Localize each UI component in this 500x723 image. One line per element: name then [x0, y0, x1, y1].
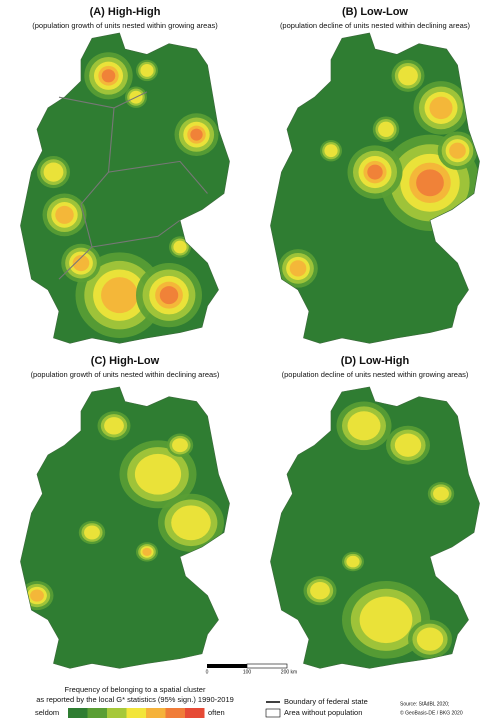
cluster-blob [84, 525, 100, 540]
cluster-blob [142, 547, 152, 556]
legend-swatch [68, 708, 88, 718]
legend-ramp [68, 708, 205, 718]
panel-title: (A) High-High [90, 6, 161, 18]
scale-label: 100 [243, 669, 252, 675]
panel-subtitle: (population growth of units nested withi… [32, 21, 218, 30]
cluster-blob [159, 286, 179, 305]
panel-subtitle: (population decline of units nested with… [280, 21, 471, 30]
legend-swatch [185, 708, 205, 718]
cluster-blob [367, 164, 383, 180]
cluster-blob [347, 411, 381, 441]
cluster-blob [416, 627, 444, 651]
cluster-blob [416, 169, 444, 197]
panel-title: (B) Low-Low [342, 6, 408, 18]
no-population-symbol [265, 708, 281, 718]
panel-subtitle: (population decline of units nested with… [282, 370, 469, 379]
cluster-blob [171, 505, 211, 541]
cluster-blob [190, 128, 203, 141]
cluster-blob [43, 162, 64, 182]
cluster-blob [394, 433, 422, 457]
panel-title: (C) High-Low [91, 355, 160, 367]
legend-swatch [146, 708, 166, 718]
cluster-blob [429, 96, 453, 120]
country-outline [20, 32, 230, 344]
cluster-blob [104, 417, 124, 435]
legend-boundary: Boundary of federal state [284, 697, 368, 706]
legend-swatch [87, 708, 107, 718]
cluster-blob [140, 64, 154, 77]
cluster-blob [173, 240, 187, 254]
country-outline [270, 32, 480, 344]
legend-title: as reported by the local G* statistics (… [36, 695, 234, 704]
scale-label: 200 km [281, 669, 297, 675]
cluster-blob [101, 277, 138, 314]
cluster-blob [72, 254, 90, 272]
cluster-areas [303, 401, 455, 659]
cluster-blob [346, 555, 360, 568]
country-outline [20, 386, 230, 669]
map [270, 386, 480, 669]
legend-title: Frequency of belonging to a spatial clus… [65, 685, 206, 694]
scale-bar: 0 100 200 km [206, 663, 297, 675]
cluster-blob [134, 453, 182, 495]
cluster-blob [55, 205, 74, 224]
legend-high: often [208, 708, 225, 717]
cluster-areas [278, 59, 480, 288]
source: © GeoBasis-DE / BKG 2020 [400, 709, 463, 716]
cluster-blob [359, 596, 413, 644]
source: Source: StÄdBL 2020; [400, 700, 449, 707]
panel-subtitle: (population growth of units nested withi… [31, 370, 220, 379]
cluster-blob [310, 581, 330, 600]
state-boundary [58, 91, 208, 280]
cluster-blob [101, 69, 116, 83]
cluster-blob [30, 589, 44, 602]
cluster-blob [398, 66, 418, 86]
cluster-blob [289, 260, 307, 277]
map [20, 32, 230, 344]
cluster-blob [324, 144, 338, 158]
cluster-blob [433, 486, 449, 501]
map [20, 386, 230, 669]
legend-low: seldom [35, 708, 59, 717]
cluster-blob [172, 438, 188, 453]
scale-label: 0 [206, 669, 209, 675]
cluster-areas [20, 411, 224, 611]
legend-swatch [126, 708, 146, 718]
cluster-blob [378, 121, 394, 138]
legend-no-population: Area without population [284, 708, 362, 717]
map [270, 32, 480, 344]
legend-swatch [107, 708, 127, 718]
panel-title: (D) Low-High [341, 355, 410, 367]
legend-swatch [165, 708, 185, 718]
cluster-areas [37, 52, 219, 338]
cluster-blob [449, 142, 466, 159]
country-outline [270, 386, 480, 669]
